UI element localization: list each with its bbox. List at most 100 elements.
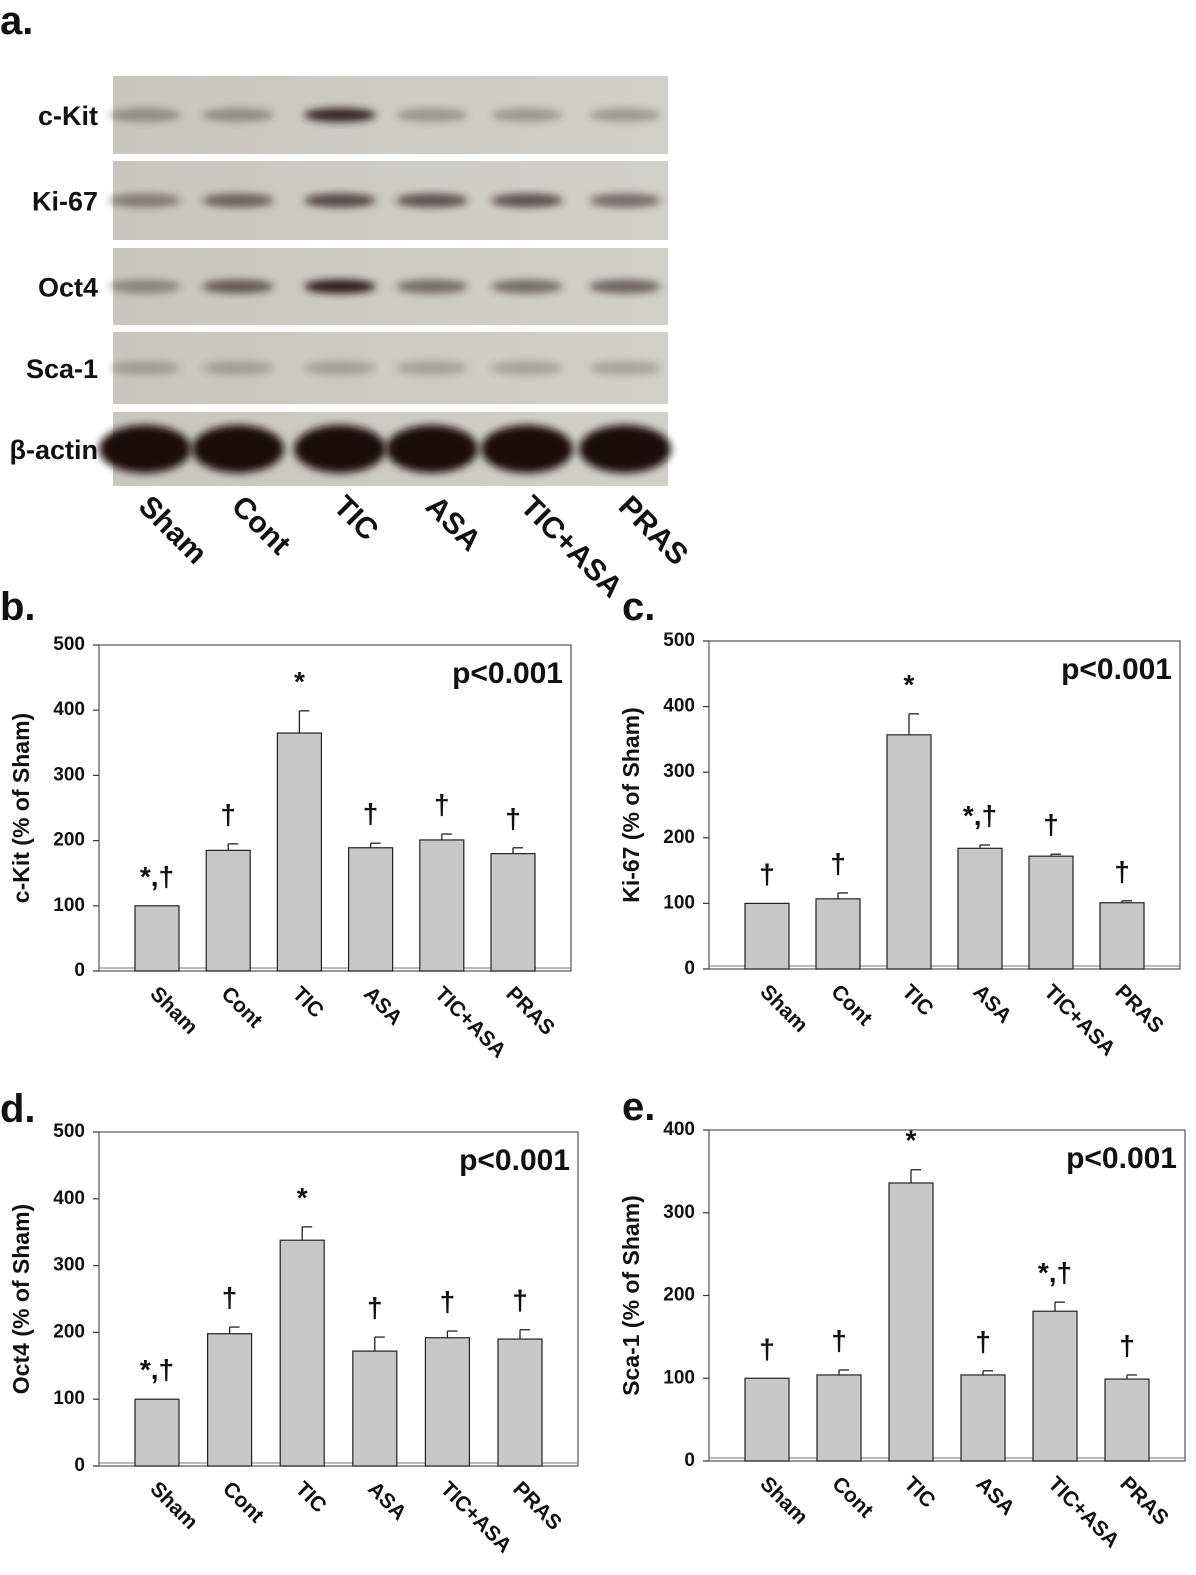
- bar: [497, 1338, 543, 1467]
- panel-label: e.: [622, 1085, 655, 1129]
- blot-band: [304, 279, 376, 294]
- x-tick-label: Cont: [826, 980, 876, 1030]
- blot-band: [481, 425, 573, 473]
- blot-band: [109, 279, 181, 294]
- x-tick-label: Cont: [218, 1477, 268, 1527]
- y-tick-label: 200: [53, 1321, 85, 1342]
- panel-label: a.: [0, 0, 33, 43]
- y-tick-label: 100: [663, 892, 695, 913]
- annotation: p<0.001: [452, 657, 563, 690]
- x-tick-label: Sham: [145, 1477, 202, 1534]
- bar: [886, 734, 932, 970]
- blot-band: [386, 425, 478, 473]
- blot-band: [109, 108, 181, 122]
- x-tick-label: TIC+ASA: [1039, 980, 1119, 1060]
- bar: [134, 905, 180, 972]
- x-tick-label: Sham: [755, 980, 812, 1037]
- bar: [207, 1333, 253, 1467]
- bar: [490, 853, 536, 972]
- y-tick-label: 200: [663, 1285, 695, 1306]
- x-tick-label: TIC: [291, 1477, 331, 1517]
- significance-marker: †: [1043, 809, 1059, 840]
- y-tick-label: 200: [663, 827, 695, 848]
- y-tick-label: 300: [53, 764, 85, 785]
- blot-band: [294, 425, 386, 473]
- blot-band: [491, 108, 563, 122]
- significance-marker: †: [512, 1285, 528, 1316]
- plot-frame: [98, 1131, 579, 1467]
- blot-lane-label: Sham: [132, 490, 213, 571]
- blot-band: [396, 279, 468, 294]
- bar: [816, 1374, 862, 1462]
- blot-lane-label: Cont: [225, 490, 297, 562]
- y-tick-label: 300: [663, 1202, 695, 1223]
- panel-label: d.: [0, 1087, 36, 1131]
- y-tick-label: 0: [684, 958, 695, 979]
- significance-marker: *,†: [963, 800, 997, 831]
- blot-band: [202, 361, 274, 375]
- blot-band: [304, 361, 376, 375]
- significance-marker: †: [434, 789, 450, 820]
- significance-marker: †: [975, 1326, 991, 1357]
- blot-lane-label: ASA: [419, 490, 487, 558]
- bar: [348, 847, 394, 972]
- significance-marker: †: [220, 799, 236, 830]
- significance-marker: †: [363, 798, 379, 829]
- bar: [134, 1398, 180, 1467]
- blot-band: [396, 193, 468, 208]
- panel-label: b.: [0, 585, 36, 629]
- bar: [744, 1377, 790, 1462]
- blot-band: [202, 193, 274, 208]
- x-tick-label: ASA: [971, 1472, 1019, 1520]
- x-tick-label: ASA: [363, 1477, 411, 1525]
- bar: [279, 1239, 325, 1467]
- blot-band: [396, 108, 468, 122]
- x-tick-label: ASA: [359, 982, 407, 1030]
- bar: [424, 1337, 470, 1467]
- y-tick-label: 500: [53, 1121, 85, 1142]
- x-tick-label: ASA: [968, 980, 1016, 1028]
- significance-marker: *: [904, 669, 915, 700]
- annotation: p<0.001: [1061, 653, 1172, 686]
- significance-marker: †: [505, 803, 521, 834]
- blot-band: [589, 361, 661, 375]
- y-tick-label: 500: [663, 630, 695, 651]
- significance-marker: *: [297, 1182, 308, 1213]
- x-tick-label: TIC: [288, 982, 328, 1022]
- blot-row-label: c-Kit: [38, 101, 98, 131]
- y-tick-label: 500: [53, 634, 85, 655]
- y-tick-label: 200: [53, 830, 85, 851]
- blot-band: [589, 108, 661, 122]
- blot-lane-label: PRAS: [612, 490, 694, 572]
- x-tick-label: Cont: [217, 982, 267, 1032]
- blot-row-label: Sca-1: [26, 354, 98, 384]
- blot-band: [192, 425, 284, 473]
- significance-marker: †: [222, 1282, 238, 1313]
- x-tick-label: PRAS: [501, 982, 559, 1040]
- blot-band: [396, 361, 468, 375]
- blot-band: [491, 193, 563, 208]
- x-tick-label: TIC: [897, 980, 937, 1020]
- bar: [815, 898, 861, 970]
- blot-band: [109, 193, 181, 208]
- x-tick-label: TIC+ASA: [430, 982, 510, 1062]
- blot-band: [202, 279, 274, 294]
- y-tick-label: 400: [53, 699, 85, 720]
- plot-frame: [98, 644, 572, 972]
- y-tick-label: 300: [663, 761, 695, 782]
- blot-band: [202, 108, 274, 122]
- x-tick-label: Cont: [827, 1472, 877, 1522]
- significance-marker: †: [440, 1286, 456, 1317]
- blot-lane-label: TIC: [327, 490, 385, 548]
- y-tick-label: 100: [53, 1388, 85, 1409]
- x-tick-label: PRAS: [1115, 1472, 1173, 1530]
- y-tick-label: 100: [53, 895, 85, 916]
- bar: [419, 839, 465, 972]
- significance-marker: *: [906, 1125, 917, 1156]
- bar: [1104, 1378, 1150, 1462]
- blot-row-label: Ki-67: [32, 187, 98, 217]
- significance-marker: †: [831, 1325, 847, 1356]
- bar: [957, 847, 1003, 970]
- significance-marker: †: [759, 1333, 775, 1364]
